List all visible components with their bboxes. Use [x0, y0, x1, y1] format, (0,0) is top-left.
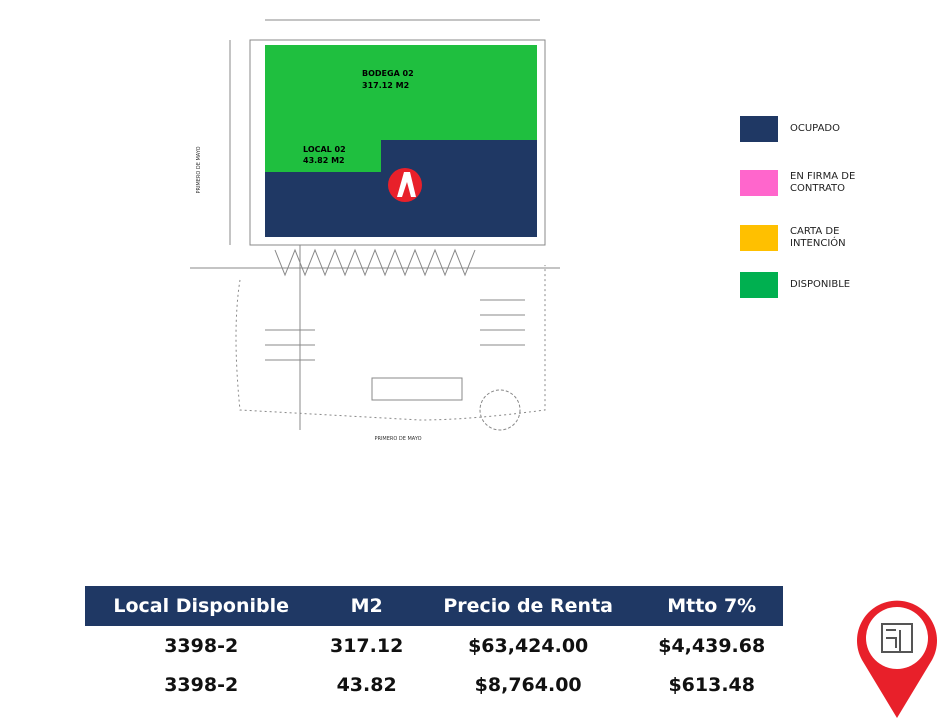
legend-item: EN FIRMA DE CONTRATO — [740, 170, 870, 196]
table-cell: 317.12 — [329, 634, 404, 657]
plan-lines — [190, 19, 560, 431]
legend-item: CARTA DE INTENCIÓN — [740, 225, 870, 251]
legend-swatch — [740, 170, 778, 196]
area-size: 317.12 M2 — [362, 81, 409, 90]
availability-table: Local Disponible M2 Precio de Renta Mtto 7%… — [85, 586, 783, 704]
table-row: 3398-2 317.12 $63,424.00 $4,439.68 — [85, 626, 783, 665]
legend-label: CARTA DE INTENCIÓN — [790, 226, 846, 249]
legend-swatch — [740, 272, 778, 298]
column-header: Mtto 7% — [640, 586, 783, 626]
legend-item: OCUPADO — [740, 116, 870, 142]
table-body: 3398-2 317.12 $63,424.00 $4,439.68 3398-2 43.… — [85, 626, 783, 704]
street-label: PRIMERO DE MAYO — [196, 146, 202, 193]
legend-label: EN FIRMA DE CONTRATO — [790, 171, 856, 194]
table-row: 3398-2 43.82 $8,764.00 $613.48 — [85, 665, 783, 704]
table-cell: 3398-2 — [164, 673, 239, 696]
location-icon — [857, 600, 938, 718]
local-area — [265, 140, 381, 172]
legend-item: DISPONIBLE — [740, 272, 870, 298]
table-cell: $8,764.00 — [474, 673, 582, 696]
street-label: PRIMERO DE MAYO — [374, 436, 421, 442]
column-header: Local Disponible — [85, 586, 318, 626]
table-cell: $613.48 — [668, 673, 755, 696]
area-name: BODEGA 02 — [362, 69, 414, 78]
area-name: LOCAL 02 — [303, 145, 346, 154]
legend-label: OCUPADO — [790, 123, 840, 134]
bodega-area — [265, 45, 537, 140]
legend-swatch — [740, 225, 778, 251]
area-size: 43.82 M2 — [303, 156, 345, 165]
table-header: Local Disponible M2 Precio de Renta Mtto 7% — [85, 586, 783, 626]
column-header: M2 — [317, 586, 416, 626]
legend-label: DISPONIBLE — [790, 279, 851, 290]
legend-swatch — [740, 116, 778, 142]
table-cell: $4,439.68 — [658, 634, 766, 657]
column-header: Precio de Renta — [415, 586, 641, 626]
table-cell: $63,424.00 — [468, 634, 589, 657]
table-cell: 3398-2 — [164, 634, 239, 657]
logo-mark — [397, 172, 416, 197]
table-cell: 43.82 — [336, 673, 397, 696]
